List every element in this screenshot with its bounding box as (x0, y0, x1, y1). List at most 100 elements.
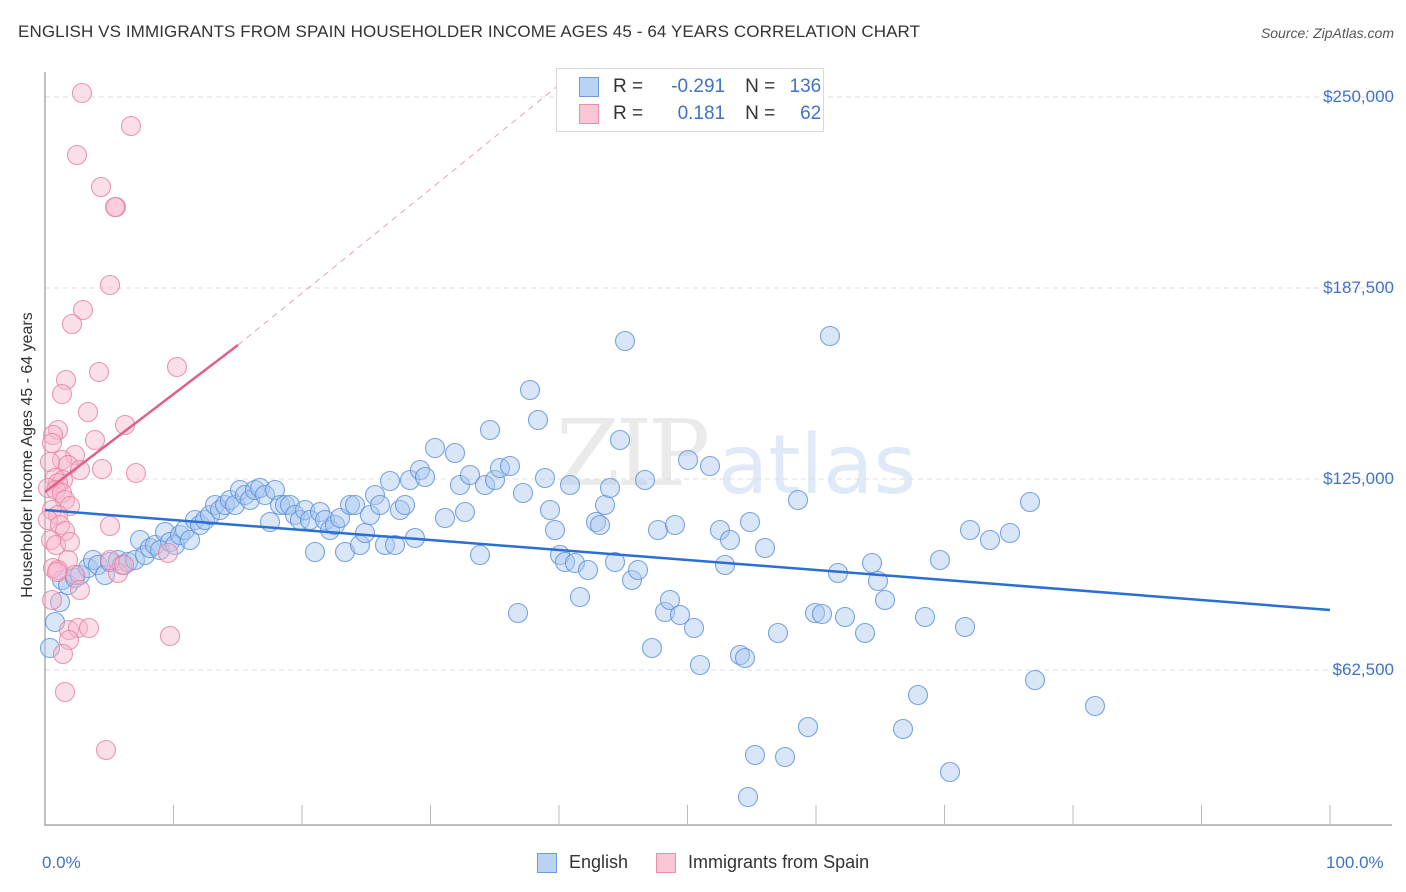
spain-legend-swatch-icon (656, 852, 677, 873)
english-point (264, 479, 286, 501)
english-point (647, 519, 669, 541)
source-attribution: Source: ZipAtlas.com (1260, 25, 1394, 41)
english-n-value: 136 (789, 76, 822, 97)
spain-point (51, 383, 73, 405)
english-point (414, 466, 436, 488)
english-point (254, 484, 276, 506)
english-point (344, 494, 366, 516)
english-point (199, 504, 221, 526)
spain-point (41, 432, 63, 454)
english-point (394, 494, 416, 516)
english-point (861, 552, 883, 574)
english-point (559, 474, 581, 496)
english-swatch-icon (579, 77, 599, 97)
spain-swatch-icon (579, 104, 599, 124)
english-legend-label: English (569, 852, 629, 872)
english-point (664, 514, 686, 536)
english-point (683, 617, 705, 639)
spain-point (69, 579, 91, 601)
legend-item-spain[interactable]: Immigrants from Spain (656, 852, 869, 873)
spain-point (99, 274, 121, 296)
english-point (164, 534, 186, 556)
spain-r-value: 0.181 (677, 103, 726, 124)
spain-point (42, 424, 64, 446)
english-point (454, 501, 476, 523)
english-point (469, 544, 491, 566)
spain-point (66, 144, 88, 166)
english-point (929, 549, 951, 571)
spain-r-label: R = (613, 103, 644, 124)
english-point (689, 654, 711, 676)
english-point (621, 569, 643, 591)
english-point (999, 522, 1021, 544)
watermark-zip: ZIP (556, 400, 710, 507)
english-point (479, 419, 501, 441)
english-point (754, 537, 776, 559)
english-point (569, 586, 591, 608)
english-point (87, 554, 109, 576)
spain-point (157, 542, 179, 564)
correlation-legend: R = -0.291 N = 136 R = 0.181 N = 62 (556, 68, 824, 132)
spain-point (54, 681, 76, 703)
spain-point (84, 429, 106, 451)
spain-point (125, 462, 147, 484)
english-point (719, 529, 741, 551)
english-point (179, 529, 201, 551)
english-point (239, 489, 261, 511)
english-point (489, 457, 511, 479)
spain-point (52, 643, 74, 665)
english-point (484, 469, 506, 491)
spain-point (104, 196, 126, 218)
spain-point (78, 617, 100, 639)
english-point (787, 489, 809, 511)
spain-point (72, 299, 94, 321)
english-point (914, 606, 936, 628)
english-point (314, 509, 336, 531)
spain-point (88, 361, 110, 383)
english-point (874, 589, 896, 611)
spain-n-value: 62 (800, 103, 822, 124)
y-tick-label: $187,500 (1323, 278, 1394, 297)
spain-point (61, 313, 83, 335)
english-point (604, 551, 626, 573)
english-point (369, 494, 391, 516)
english-point (39, 637, 61, 659)
english-point (804, 602, 826, 624)
spain-trend-extension (237, 79, 566, 346)
english-point (364, 484, 386, 506)
english-point (954, 616, 976, 638)
english-point (1084, 695, 1106, 717)
watermark-atlas: atlas (718, 418, 917, 513)
spain-point (59, 531, 81, 553)
english-point (519, 379, 541, 401)
english-point (69, 564, 91, 586)
spain-point (77, 401, 99, 423)
english-point (669, 604, 691, 626)
english-point (129, 529, 151, 551)
english-point (767, 622, 789, 644)
english-point (854, 622, 876, 644)
english-point (544, 519, 566, 541)
english-point (609, 429, 631, 451)
english-point (797, 716, 819, 738)
english-legend-swatch-icon (537, 852, 557, 873)
english-point (907, 684, 929, 706)
english-point (294, 499, 316, 521)
english-point (1024, 669, 1046, 691)
english-point (614, 330, 636, 352)
english-point (339, 494, 361, 516)
y-tick-label: $62,500 (1332, 660, 1394, 679)
english-point (117, 551, 139, 573)
english-point (577, 559, 599, 581)
english-point (892, 718, 914, 740)
english-point (379, 470, 401, 492)
spain-point (166, 356, 188, 378)
legend-item-english[interactable]: English (537, 852, 628, 873)
english-point (654, 601, 676, 623)
english-point (834, 606, 856, 628)
english-point (474, 474, 496, 496)
english-point (49, 591, 71, 613)
english-point (499, 455, 521, 477)
english-point (959, 519, 981, 541)
spain-point (99, 515, 121, 537)
